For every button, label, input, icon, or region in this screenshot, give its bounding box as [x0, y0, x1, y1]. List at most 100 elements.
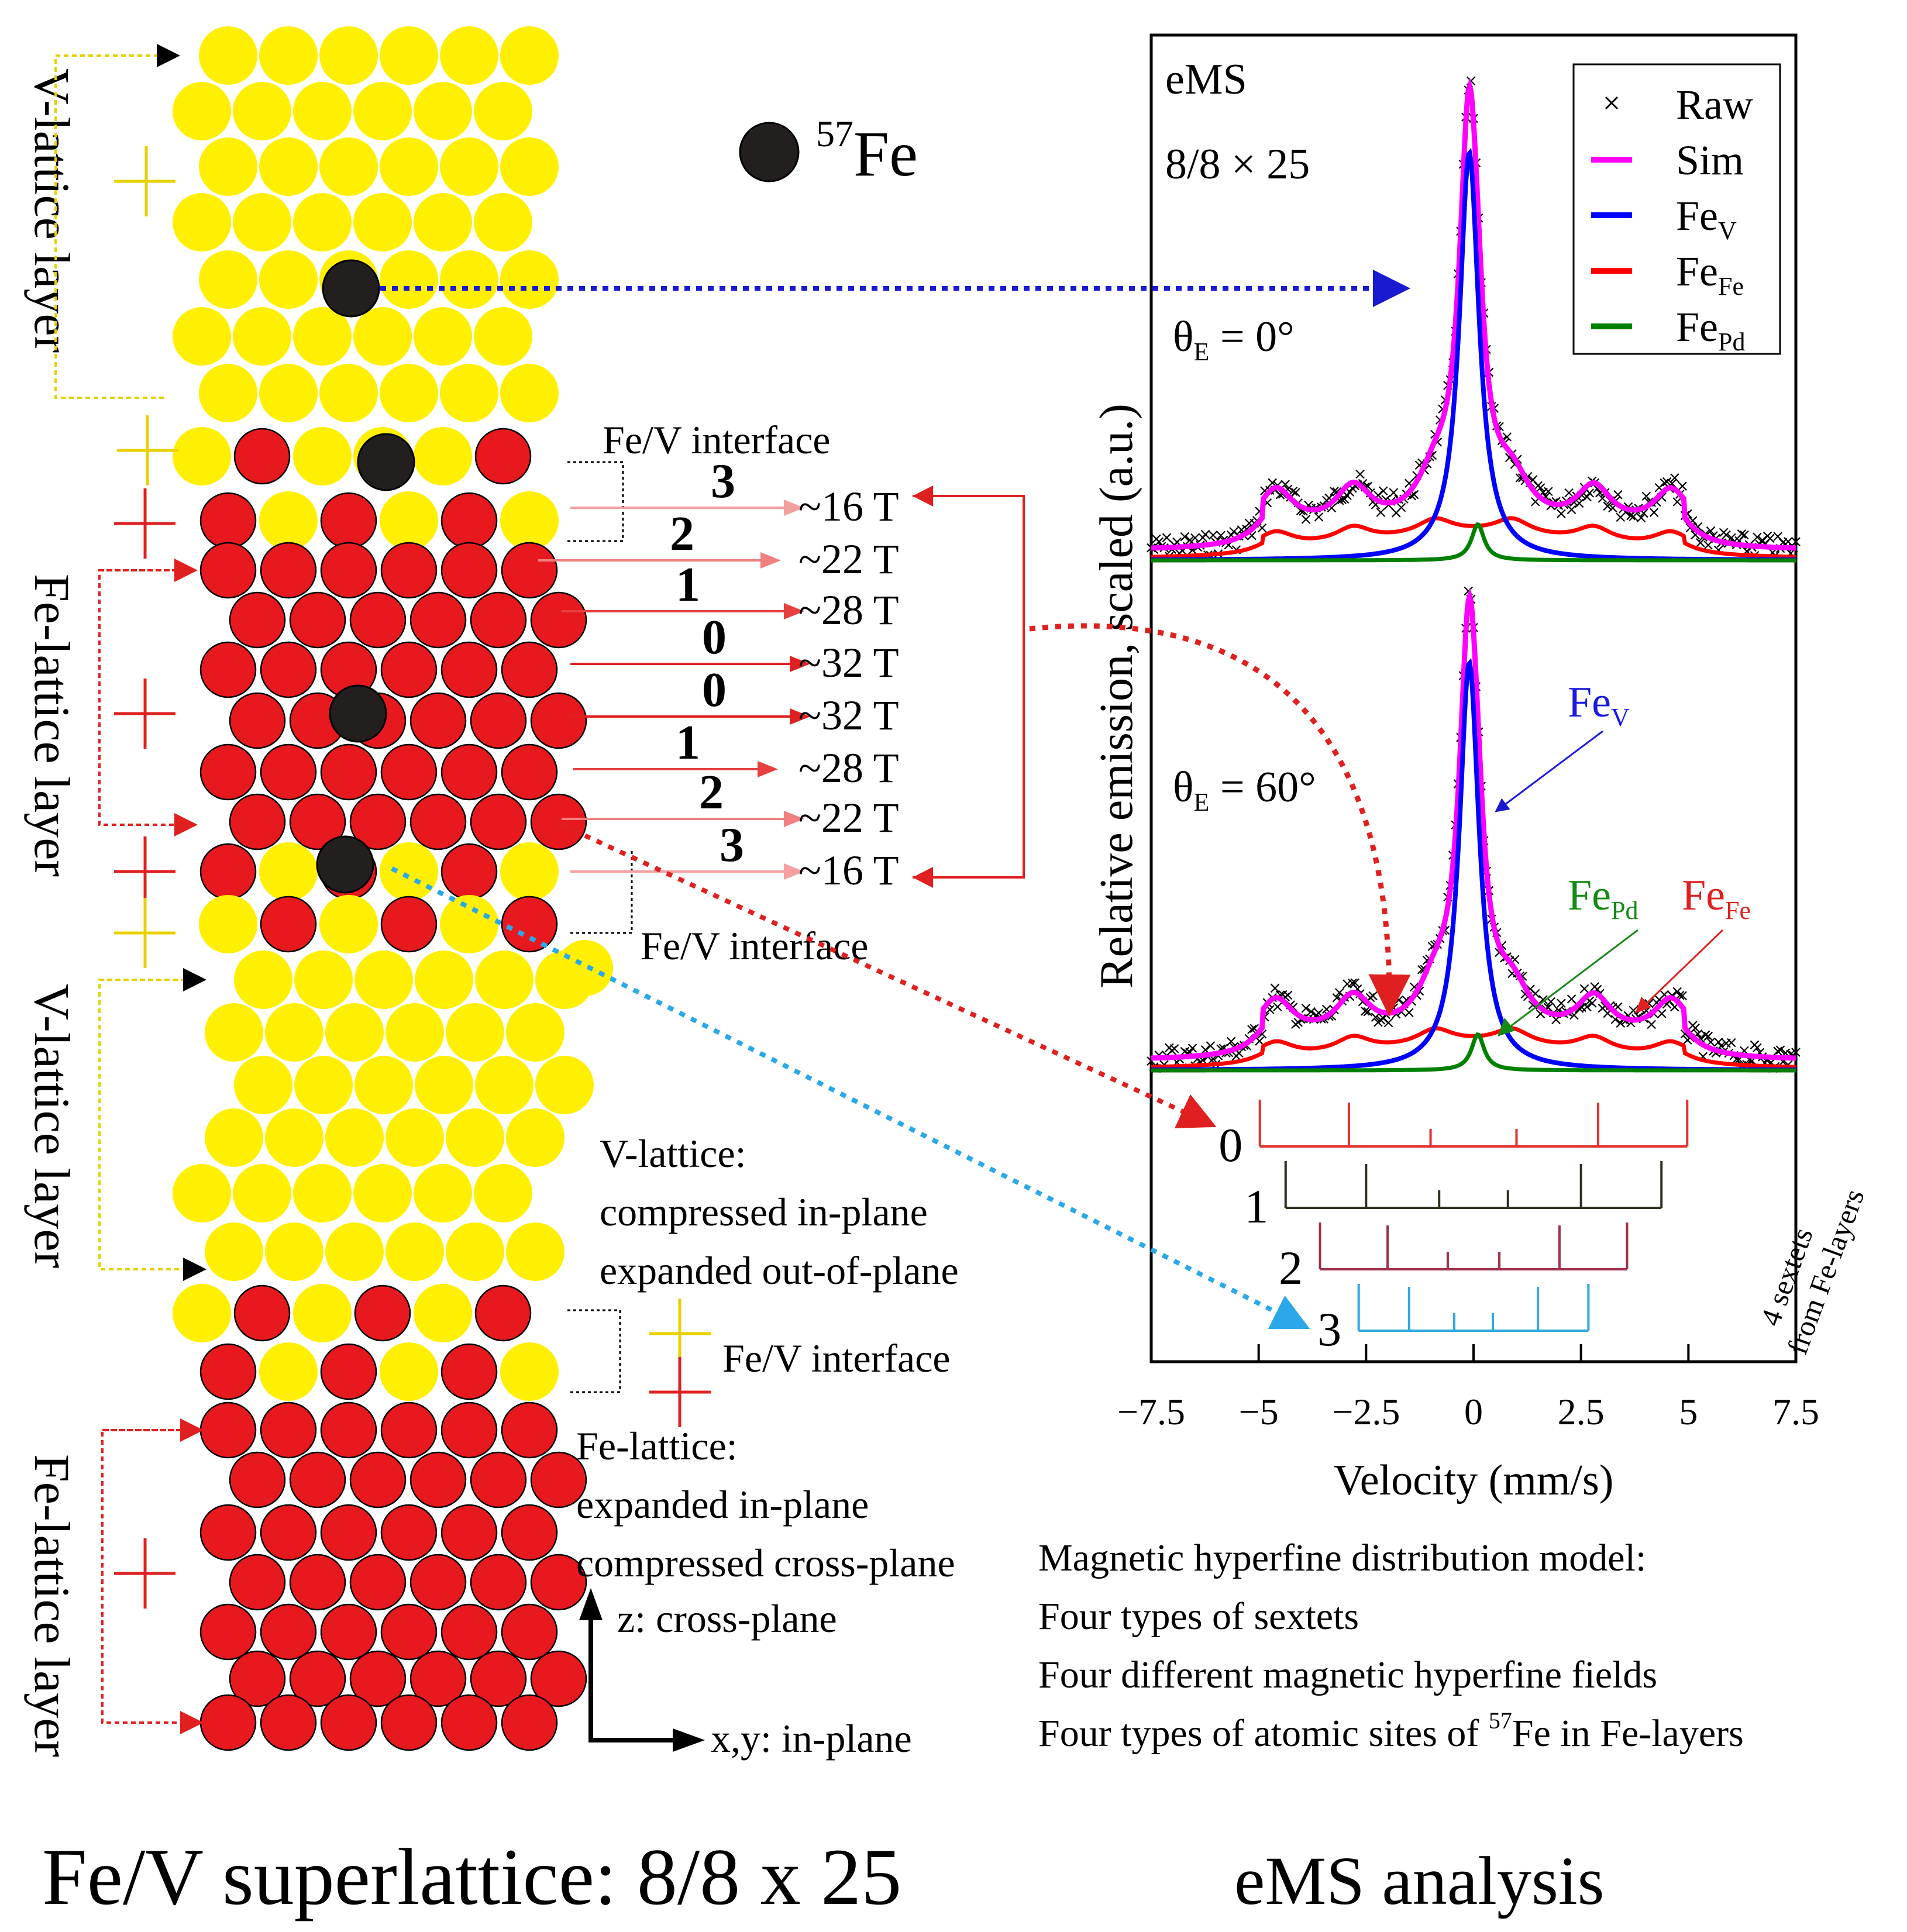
v-atom	[474, 82, 532, 140]
fe-atom	[199, 843, 257, 900]
annot-fefe-pointer	[1643, 929, 1724, 1007]
v-atom	[380, 137, 438, 196]
fe-atom	[199, 1401, 257, 1459]
v-atom	[233, 82, 291, 140]
v-atom	[205, 1003, 263, 1062]
v-atom	[265, 1108, 323, 1167]
fe-atom	[260, 743, 317, 801]
x-tick-label: −5	[1239, 1391, 1279, 1432]
cross-red-5	[649, 1357, 711, 1427]
fe-atom	[260, 1603, 317, 1661]
label-v-lattice-top: V-lattice layer	[24, 68, 80, 353]
layer-field-label: ~22 T	[798, 794, 899, 841]
v-atom	[199, 364, 257, 422]
v-atom	[259, 250, 318, 309]
layer-index-label: 1	[676, 557, 700, 612]
v-atom	[354, 1056, 413, 1114]
annot-fefe-sub: Fe	[1725, 896, 1751, 925]
layer-arrowhead	[784, 863, 804, 880]
fe-atom	[289, 1554, 346, 1611]
v-atom	[199, 137, 257, 196]
fe-atom	[380, 542, 438, 599]
layer-index-label: 1	[676, 715, 700, 770]
annot-fepd-main: Fe	[1568, 872, 1611, 919]
v-atom	[500, 842, 559, 901]
fe-atom	[233, 428, 291, 485]
fe-atom	[409, 692, 467, 749]
cross-red-4	[114, 1538, 175, 1609]
ems-plot: −7.5 −5 −2.5 0 2.5 5 7.5 Velocity (mm/s) Relat…	[1091, 33, 1871, 1504]
layer-brackets	[54, 44, 206, 1734]
fepd-curve	[1151, 522, 1796, 563]
v-atom	[414, 307, 472, 366]
layer-arrowhead	[784, 603, 804, 619]
legend-label: Raw	[1676, 81, 1753, 128]
v-atom	[294, 950, 353, 1009]
cross-red-1	[114, 488, 175, 559]
v-atom	[293, 1164, 352, 1222]
v-atom	[265, 1003, 323, 1062]
v-atom	[354, 950, 413, 1009]
theta-top-sub: E	[1193, 338, 1209, 366]
sextet-label: 0	[1218, 1118, 1242, 1172]
fe-atom	[199, 1504, 257, 1561]
x-tick-label: −2.5	[1332, 1391, 1400, 1432]
fe-atom	[349, 793, 407, 850]
v-atom	[353, 193, 412, 252]
v-atom	[205, 1108, 263, 1167]
connector-center-to-panel	[1029, 623, 1411, 1017]
fe-atom	[501, 1401, 558, 1459]
legend-swatch-raw	[1605, 96, 1619, 110]
fe-atom	[289, 1650, 346, 1707]
fe-atom	[199, 743, 257, 801]
x-tick-label: 5	[1679, 1391, 1698, 1432]
annot-fev-main: Fe	[1568, 679, 1611, 726]
annot-fepd-pointer	[1506, 929, 1638, 1031]
layer-field-label: ~28 T	[798, 745, 899, 791]
connector-interface-to-sextet3	[391, 866, 1310, 1330]
v-atom	[440, 26, 498, 85]
fe-atom	[320, 492, 377, 549]
fe-atom	[409, 591, 467, 649]
atom-lattice	[173, 26, 613, 1751]
fe-atom	[530, 1451, 587, 1509]
cross-red-2	[114, 679, 175, 749]
annot-fev: FeV	[1495, 679, 1630, 812]
v-atom	[414, 1164, 472, 1222]
layer-field-label: ~28 T	[798, 587, 899, 633]
v-atom	[474, 193, 532, 252]
fe-atom	[260, 1401, 317, 1459]
layer-arrowhead	[790, 708, 810, 725]
fe-atom	[229, 1451, 286, 1509]
v-atom	[380, 491, 438, 550]
fe-atom	[349, 591, 407, 649]
fe-atom	[380, 896, 438, 953]
fe-atom	[440, 1401, 498, 1459]
v-atom	[500, 1342, 559, 1401]
fe-atom	[530, 793, 587, 850]
layer-arrowhead	[784, 500, 804, 516]
fe-atom	[440, 843, 498, 900]
connector-interface-to-sextet0	[560, 822, 1217, 1128]
layer-index-label: 0	[702, 663, 727, 717]
field-bracket-arrow-top	[913, 485, 933, 507]
fe-atom	[501, 542, 558, 599]
v-atom	[500, 26, 559, 85]
v-atom	[380, 250, 438, 309]
fe-atom	[199, 1603, 257, 1661]
fe-atom	[354, 1284, 411, 1342]
v-atom	[446, 1003, 504, 1062]
v-atom	[535, 1056, 594, 1114]
plot-label-sample: 8/8 × 25	[1165, 140, 1310, 188]
v-atom	[294, 1056, 353, 1114]
sim-curve	[1151, 587, 1796, 1061]
plot-y-label: Relative emission, scaled (a.u.)	[1091, 404, 1142, 989]
fe-atom	[380, 641, 438, 698]
x-tick-label: 2.5	[1558, 1391, 1605, 1432]
label-v-lattice-2: V-lattice layer	[24, 984, 80, 1268]
fe-atom	[199, 1343, 257, 1400]
fe-atom	[260, 542, 317, 599]
fe-atom	[260, 1504, 317, 1561]
sextet-label: 2	[1279, 1241, 1303, 1294]
